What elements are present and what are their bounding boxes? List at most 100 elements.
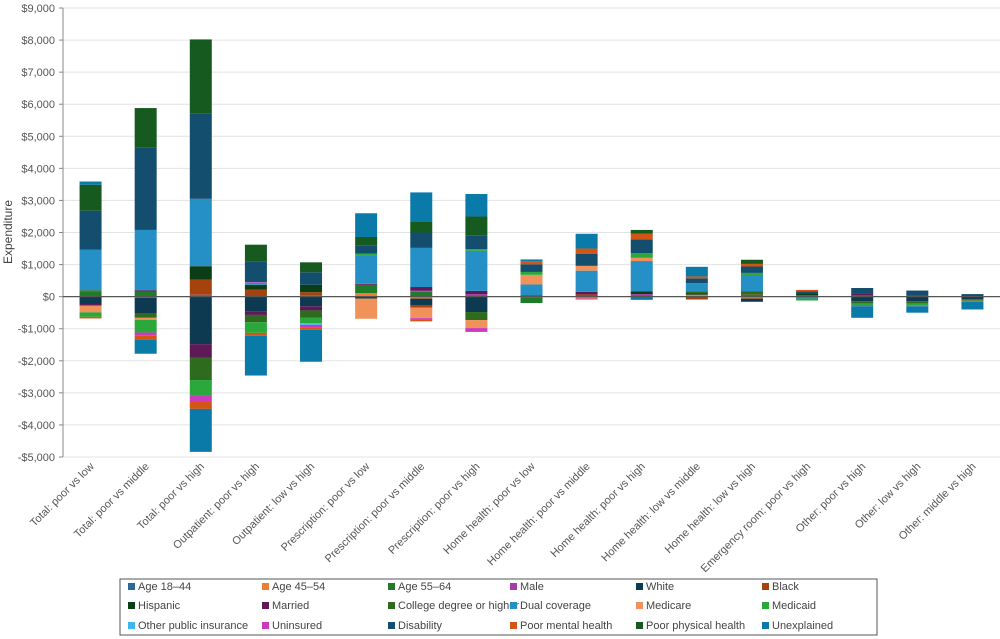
x-tick-label: Home health: low vs high	[663, 461, 758, 556]
bar-stack	[796, 289, 819, 301]
bar-segment-disability	[575, 253, 598, 266]
bar-segment-medicare	[355, 298, 378, 319]
bar-segment-male	[410, 290, 433, 292]
bar-segment-poor-mental-health	[189, 401, 212, 409]
bar-segment-medicaid	[851, 303, 874, 305]
legend-item: Age 55–64	[388, 581, 451, 593]
bar-segment-college-degree-or-higher	[134, 312, 157, 318]
bar-segment-poor-mental-health	[685, 276, 708, 279]
bar-segment-unexplained	[851, 306, 874, 318]
bar-stack	[189, 39, 212, 452]
legend-label: College degree or higher	[398, 600, 519, 612]
bar-segment-married	[300, 306, 323, 311]
bar-segment-college-degree-or-higher	[465, 312, 488, 321]
bar-segment-white	[851, 296, 874, 302]
bar-segment-age-45-54	[575, 296, 598, 299]
bar-segment-white	[300, 296, 323, 307]
legend-label: Married	[272, 600, 309, 612]
bar-segment-poor-mental-health	[740, 263, 763, 267]
legend-swatch	[128, 602, 135, 609]
bar-segment-medicaid	[134, 319, 157, 333]
x-tick-label: Home health: low vs middle	[599, 461, 703, 565]
bar-segment-hispanic	[244, 284, 267, 290]
bar-segment-unexplained	[630, 296, 653, 300]
bar-stack	[79, 181, 102, 319]
bar-segment-age-45-54	[685, 294, 708, 297]
bar-segment-poor-mental-health	[244, 332, 267, 336]
legend-label: Uninsured	[272, 620, 322, 632]
bar-segment-medicare	[410, 307, 433, 319]
legend: Age 18–44 Age 45–54 Age 55–64 Male White Blac…	[119, 578, 878, 636]
legend-swatch	[128, 622, 135, 629]
bar-segment-medicare	[134, 317, 157, 320]
x-tick-label: Prescription: poor vs low	[279, 461, 372, 554]
bar-segment-unexplained	[355, 213, 378, 237]
bar-segment-disability	[630, 239, 653, 254]
y-tick-label: -$2,000	[18, 356, 55, 368]
bar-segment-disability	[465, 235, 488, 250]
bar-segment-disability	[685, 278, 708, 284]
bar-segment-poor-physical-health	[79, 184, 102, 211]
legend-swatch	[262, 602, 269, 609]
x-tick-label: Home health: poor vs middle	[485, 461, 592, 568]
legend-item: Poor mental health	[510, 620, 612, 632]
bar-segment-age-45-54	[410, 296, 433, 299]
bar-segment-medicaid	[79, 312, 102, 317]
bar-segment-uninsured	[410, 318, 433, 320]
legend-item: Age 45–54	[262, 581, 325, 593]
bar-segment-disability	[740, 266, 763, 273]
bar-segment-uninsured	[575, 298, 598, 300]
bar-stack	[355, 213, 378, 319]
bar-segment-medicaid	[520, 271, 543, 275]
bar-segment-uninsured	[465, 328, 488, 332]
bar-stack	[685, 266, 708, 300]
bar-segment-married	[906, 295, 929, 297]
bar-segment-hispanic	[630, 291, 653, 295]
bar-segment-medicaid	[906, 303, 929, 306]
bar-segment-medicaid	[355, 253, 378, 256]
legend-swatch	[762, 622, 769, 629]
bar-segment-unexplained	[520, 259, 543, 262]
legend-item: White	[636, 581, 674, 593]
bar-segment-poor-mental-health	[134, 335, 157, 340]
bar-segment-other-public-insurance	[300, 323, 323, 325]
bar-segment-uninsured	[851, 304, 874, 307]
bar-segment-medicaid	[300, 317, 323, 324]
legend-item: Other public insurance	[128, 620, 248, 632]
bar-segment-dual-coverage	[410, 247, 433, 288]
bar-segment-male	[630, 294, 653, 297]
legend-item: Medicaid	[762, 600, 816, 612]
bar-segment-medicare	[630, 257, 653, 262]
y-tick-label: $4,000	[21, 163, 55, 175]
bar-segment-disability	[244, 261, 267, 283]
bar-segment-dual-coverage	[740, 275, 763, 292]
legend-label: Black	[772, 581, 799, 593]
legend-label: Medicare	[646, 600, 691, 612]
bar-segment-medicare	[575, 265, 598, 271]
bar-segment-white	[189, 296, 212, 345]
bar-segment-white	[244, 296, 267, 312]
bar-segment-unexplained	[906, 306, 929, 313]
legend-label: Age 18–44	[138, 581, 191, 593]
bar-segment-uninsured	[244, 282, 267, 283]
bar-segment-college-degree-or-higher	[961, 299, 984, 301]
bar-segment-disability	[906, 290, 929, 296]
bar-segment-disability	[300, 272, 323, 285]
legend-label: Poor physical health	[646, 620, 745, 632]
bar-segment-married	[355, 283, 378, 285]
bar-segment-disability	[961, 294, 984, 297]
bar-segment-medicaid	[630, 253, 653, 258]
legend-swatch	[762, 583, 769, 590]
bar-stack	[300, 262, 323, 362]
bar-segment-black	[300, 292, 323, 296]
bar-segment-white	[355, 296, 378, 299]
bar-segment-poor-physical-health	[740, 259, 763, 264]
legend-label: Unexplained	[772, 620, 833, 632]
bar-segment-poor-physical-health	[465, 216, 488, 236]
legend-label: White	[646, 581, 674, 593]
bar-segment-black	[796, 295, 819, 297]
legend-label: Dual coverage	[520, 600, 591, 612]
legend-swatch	[510, 622, 517, 629]
bar-segment-medicare	[465, 320, 488, 329]
bar-segment-dual-coverage	[630, 261, 653, 292]
